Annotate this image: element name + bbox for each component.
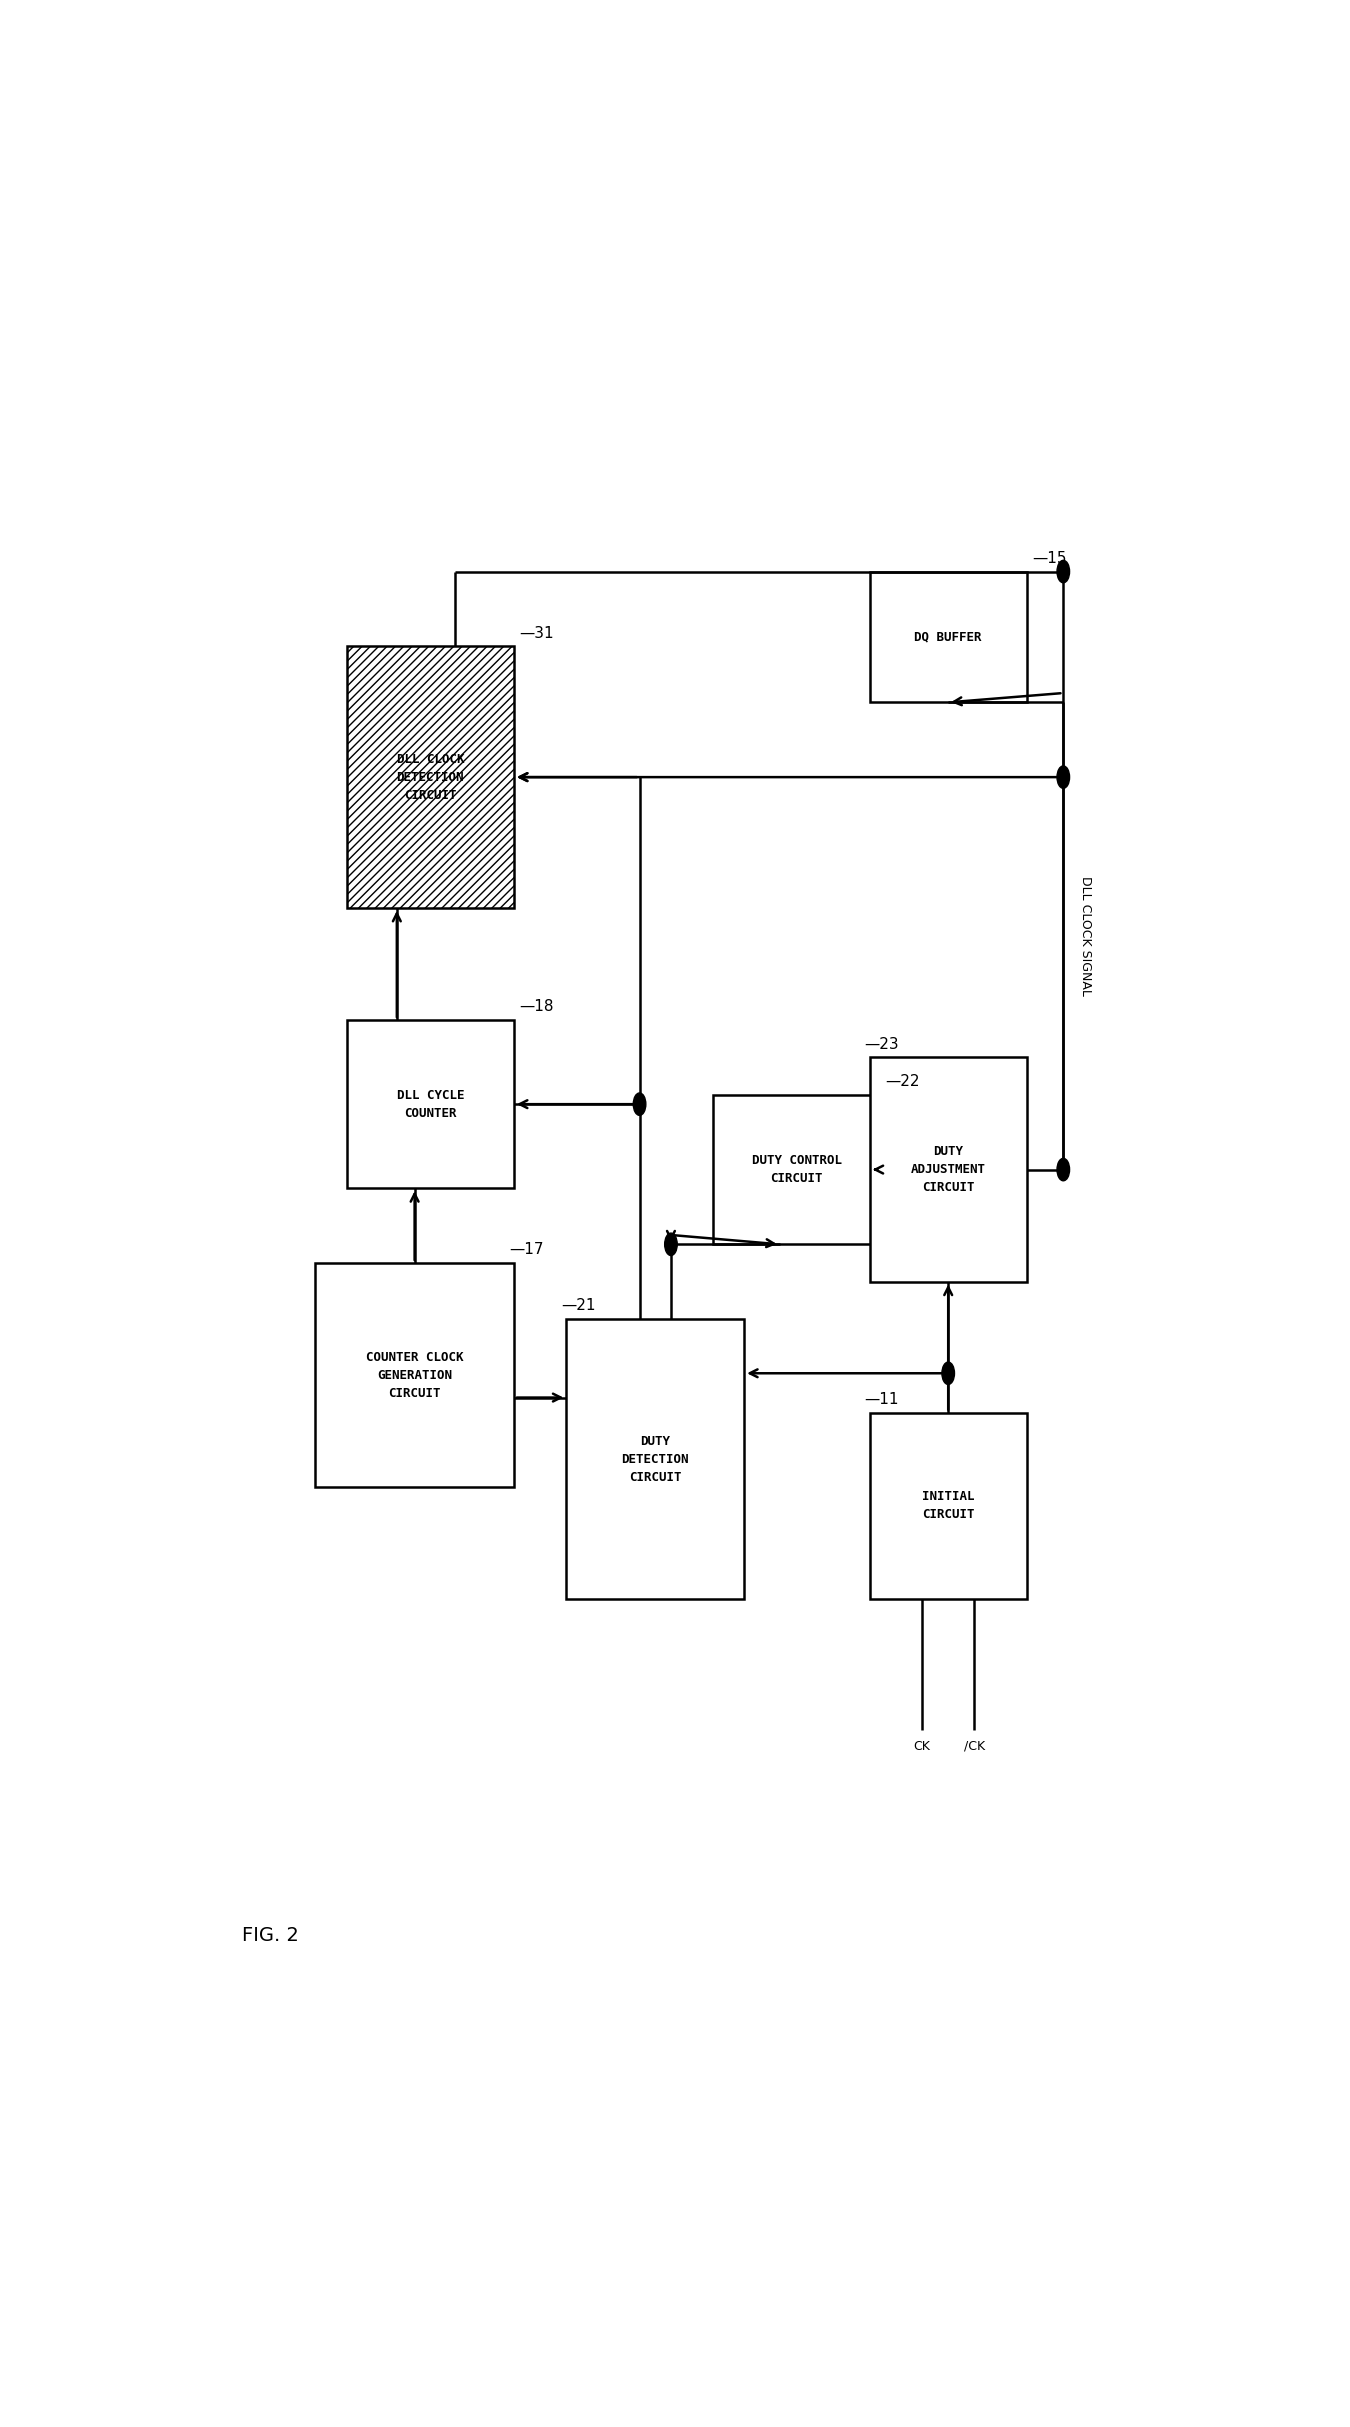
Bar — [347, 1019, 514, 1189]
Text: DLL CLOCK SIGNAL: DLL CLOCK SIGNAL — [1079, 876, 1092, 995]
Text: —23: —23 — [864, 1036, 899, 1051]
Bar — [869, 1413, 1027, 1599]
Circle shape — [1057, 561, 1069, 582]
Bar — [869, 570, 1027, 701]
Text: FIG. 2: FIG. 2 — [242, 1927, 298, 1946]
Text: —11: —11 — [864, 1393, 899, 1408]
Text: —31: —31 — [520, 626, 554, 641]
Bar — [713, 1095, 880, 1245]
Text: —18: —18 — [520, 1000, 554, 1014]
Text: DLL CLOCK
DETECTION
CIRCUIT: DLL CLOCK DETECTION CIRCUIT — [397, 752, 464, 801]
Circle shape — [1057, 767, 1069, 789]
Circle shape — [942, 1362, 954, 1383]
Circle shape — [633, 1092, 645, 1116]
Text: DQ BUFFER: DQ BUFFER — [914, 631, 981, 643]
Text: CK: CK — [914, 1740, 930, 1752]
Text: COUNTER CLOCK
GENERATION
CIRCUIT: COUNTER CLOCK GENERATION CIRCUIT — [366, 1352, 463, 1400]
Bar — [567, 1320, 744, 1599]
Text: DUTY
ADJUSTMENT
CIRCUIT: DUTY ADJUSTMENT CIRCUIT — [911, 1146, 986, 1194]
Text: INITIAL
CIRCUIT: INITIAL CIRCUIT — [922, 1490, 975, 1522]
Text: —21: —21 — [562, 1298, 595, 1313]
Text: DLL CYCLE
COUNTER: DLL CYCLE COUNTER — [397, 1090, 464, 1119]
Text: —17: —17 — [509, 1243, 543, 1257]
Text: /CK: /CK — [964, 1740, 986, 1752]
Bar — [347, 646, 514, 908]
Text: —15: —15 — [1031, 551, 1067, 565]
Text: —22: —22 — [886, 1075, 919, 1090]
Bar — [869, 1058, 1027, 1281]
Text: DUTY CONTROL
CIRCUIT: DUTY CONTROL CIRCUIT — [752, 1155, 841, 1184]
Bar — [316, 1262, 514, 1488]
Text: DUTY
DETECTION
CIRCUIT: DUTY DETECTION CIRCUIT — [621, 1434, 688, 1483]
Circle shape — [1057, 1158, 1069, 1182]
Circle shape — [664, 1233, 678, 1255]
